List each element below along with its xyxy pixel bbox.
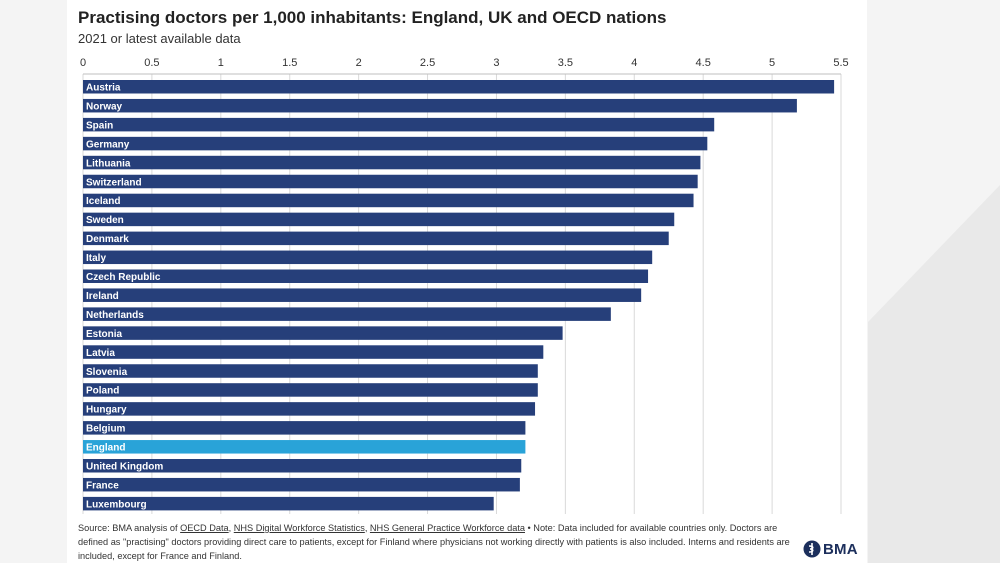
bar-label: Hungary — [86, 405, 127, 416]
bar-label: Netherlands — [86, 310, 144, 321]
x-tick-label: 2.5 — [420, 57, 435, 69]
bar-sweden — [83, 212, 675, 227]
bar-latvia — [83, 345, 544, 359]
bma-snake-icon — [803, 540, 821, 558]
bar-label: England — [86, 443, 125, 454]
chart-subtitle: 2021 or latest available data — [78, 31, 241, 46]
bar-label: Spain — [86, 120, 113, 131]
background-decoration — [868, 0, 1000, 563]
x-tick-label: 0.5 — [144, 57, 159, 69]
nhs-digital-link[interactable]: NHS Digital Workforce Statistics — [233, 523, 365, 533]
bar-label: Italy — [86, 253, 106, 264]
bar-germany — [83, 136, 708, 151]
x-tick-label: 4 — [631, 57, 637, 69]
footnote-note: • Note: Data included for available coun… — [78, 523, 790, 561]
x-tick-label: 2 — [356, 57, 362, 69]
bma-logo: BMA — [803, 540, 858, 558]
nhs-gp-workforce-link[interactable]: NHS General Practice Workforce data — [369, 523, 525, 533]
footnote-source-prefix: Source: BMA analysis of — [78, 523, 181, 533]
bar-label: Iceland — [86, 196, 120, 207]
bar-label: United Kingdom — [86, 462, 163, 473]
bar-label: Czech Republic — [86, 272, 161, 283]
bar-france — [83, 477, 520, 492]
bar-label: Estonia — [86, 329, 123, 340]
x-tick-label: 5.5 — [833, 57, 848, 69]
bar-chart: 0 0.5 1 1.5 2 2.5 3 3.5 4 4.5 5 5.5 Austria Norway Spa… — [80, 57, 849, 514]
bar-ireland — [83, 288, 642, 302]
bar-spain — [83, 117, 715, 132]
bar-label: Poland — [86, 386, 119, 397]
bar-label: Belgium — [86, 424, 126, 435]
bar-label: Norway — [86, 101, 123, 112]
bar-label: France — [86, 480, 119, 491]
bar-label: Germany — [86, 139, 130, 150]
bar-iceland — [83, 193, 694, 208]
chart-card: Practising doctors per 1,000 inhabitants… — [67, 0, 867, 563]
bar-label: Austria — [86, 83, 121, 94]
bar-denmark — [83, 231, 669, 246]
bar-label: Switzerland — [86, 177, 142, 188]
x-tick-label: 3 — [493, 57, 499, 69]
bar-label: Slovenia — [86, 367, 128, 378]
x-tick-label: 4.5 — [696, 57, 711, 69]
oecd-data-link[interactable]: OECD Data — [180, 523, 229, 533]
bar-switzerland — [83, 174, 698, 189]
bar-hungary — [83, 402, 536, 416]
bar-poland — [83, 383, 538, 397]
source-footnote: Source: BMA analysis of OECD Data, NHS D… — [78, 521, 793, 563]
bar-united-kingdom — [83, 459, 522, 473]
x-tick-label: 5 — [769, 57, 775, 69]
bar-label: Sweden — [86, 215, 124, 226]
bar-estonia — [83, 326, 563, 340]
bar-belgium — [83, 421, 526, 435]
bar-austria — [83, 80, 835, 94]
bar-label: Lithuania — [86, 158, 131, 169]
bar-label: Ireland — [86, 291, 119, 302]
bar-label: Denmark — [86, 234, 129, 245]
x-tick-label: 1.5 — [282, 57, 297, 69]
x-tick-label: 0 — [80, 57, 86, 69]
chart-title: Practising doctors per 1,000 inhabitants… — [78, 8, 667, 27]
bar-norway — [83, 98, 797, 113]
bma-logo-text: BMA — [823, 540, 858, 558]
bar-label: Luxembourg — [86, 499, 147, 510]
bar-luxembourg — [83, 496, 494, 511]
bar-netherlands — [83, 307, 611, 321]
x-tick-label: 3.5 — [558, 57, 573, 69]
bar-lithuania — [83, 155, 701, 170]
x-tick-label: 1 — [218, 57, 224, 69]
bar-italy — [83, 250, 653, 265]
bar-england — [83, 440, 526, 454]
bar-czech-republic — [83, 269, 649, 283]
bar-label: Latvia — [86, 348, 115, 359]
bar-slovenia — [83, 364, 538, 378]
footnote-sep: , — [228, 523, 234, 533]
footnote-sep: , — [364, 523, 370, 533]
